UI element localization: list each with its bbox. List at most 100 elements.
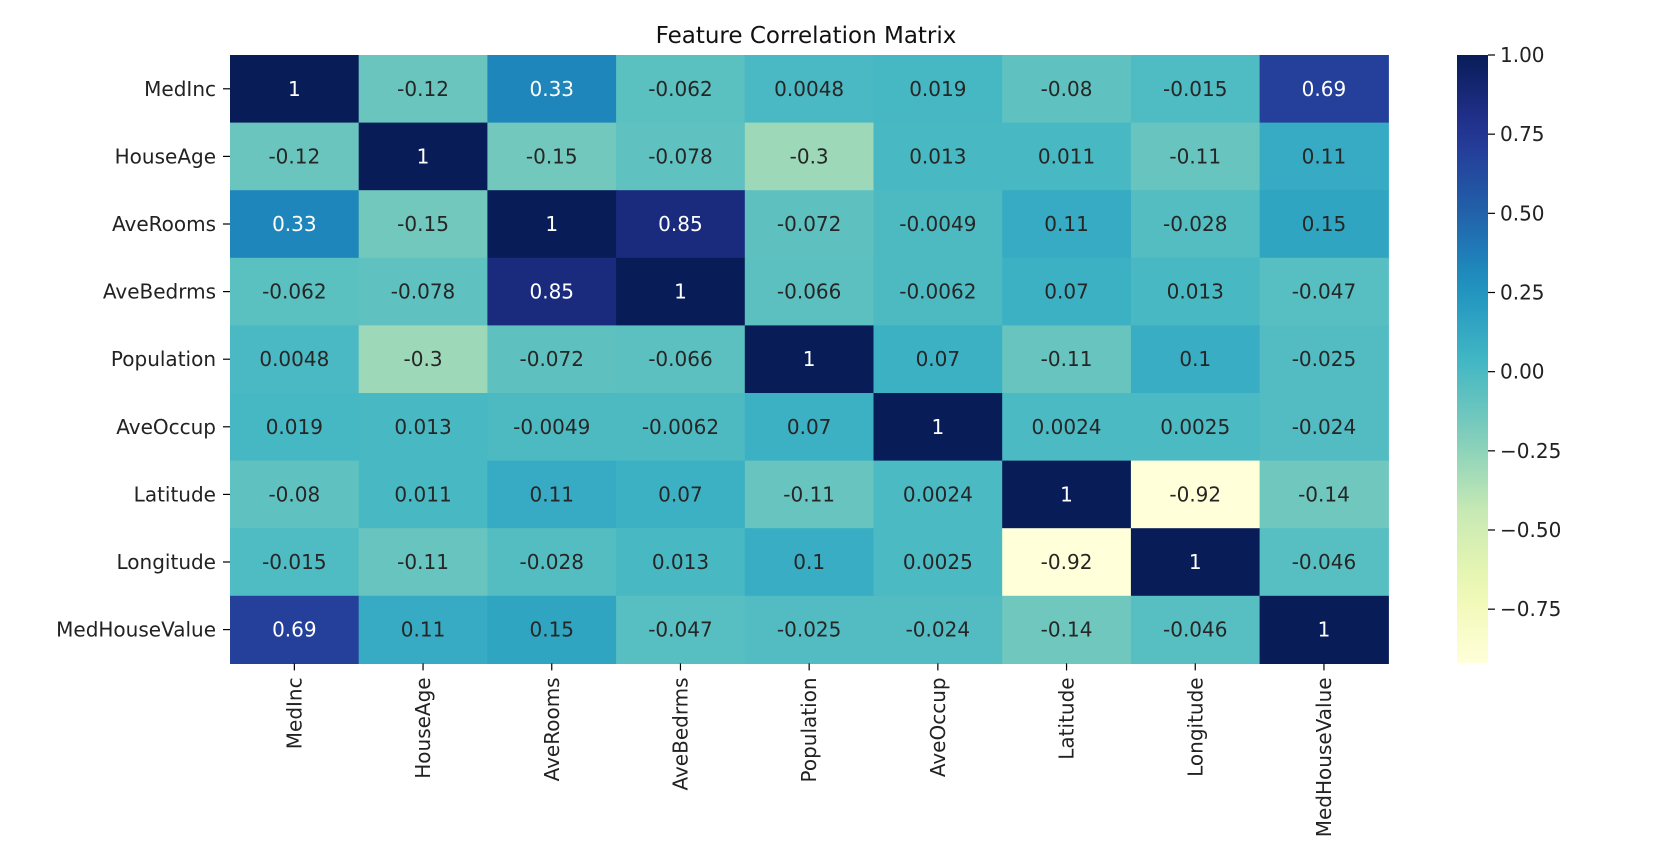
heatmap-cell	[744, 460, 875, 529]
cell-value-label: -0.078	[648, 144, 712, 168]
heatmap-cell	[1130, 528, 1261, 597]
heatmap-cell	[358, 122, 488, 191]
heatmap-cell	[744, 190, 875, 259]
cell-value-label: 0.85	[529, 280, 574, 304]
cell-value-label: 0.013	[1167, 280, 1224, 304]
heatmap-cell	[616, 528, 746, 597]
heatmap-cell	[1002, 122, 1132, 191]
cell-value-label: 0.07	[916, 347, 961, 371]
cell-value-label: 1	[803, 347, 816, 371]
heatmap-cell	[1259, 122, 1389, 191]
y-tick-label: AveBedrms	[103, 280, 216, 304]
y-tick-label: MedHouseValue	[56, 618, 216, 642]
heatmap-cell	[873, 460, 1003, 529]
heatmap-cell	[873, 190, 1003, 259]
cell-value-label: 0.011	[1038, 144, 1095, 168]
heatmap-cell	[487, 595, 617, 664]
cell-value-label: -0.028	[1163, 212, 1227, 236]
cell-value-label: -0.015	[262, 550, 326, 574]
x-tick-label: MedInc	[282, 677, 306, 749]
cell-value-label: -0.92	[1041, 550, 1093, 574]
heatmap-cell	[1002, 55, 1132, 124]
heatmap-cell	[744, 595, 875, 664]
cell-value-label: 0.33	[272, 212, 317, 236]
heatmap-cell	[873, 257, 1003, 326]
heatmap-cell	[230, 325, 360, 394]
cell-value-label: 1	[1060, 482, 1073, 506]
cell-value-label: -0.028	[520, 550, 584, 574]
heatmap-cell	[744, 55, 875, 124]
heatmap-cell	[1130, 460, 1261, 529]
cell-value-label: -0.046	[1163, 618, 1227, 642]
heatmap-cell	[744, 122, 875, 191]
heatmap-cell	[616, 393, 746, 462]
cell-value-label: 0.1	[1179, 347, 1211, 371]
cell-value-label: -0.0062	[899, 280, 976, 304]
heatmap-cell	[1259, 528, 1389, 597]
y-tick-label: Population	[111, 347, 216, 371]
heatmap-cell	[487, 257, 617, 326]
cell-value-label: 1	[545, 212, 558, 236]
heatmap-cell	[1002, 393, 1132, 462]
cell-value-label: -0.15	[397, 212, 449, 236]
heatmap-cell	[616, 325, 746, 394]
x-tick-label: Longitude	[1183, 677, 1207, 776]
heatmap-cell	[1130, 325, 1261, 394]
heatmap-cell	[616, 190, 746, 259]
cell-value-label: -0.12	[268, 144, 320, 168]
cell-value-label: -0.024	[1292, 415, 1356, 439]
cell-value-label: -0.047	[648, 618, 712, 642]
x-tick-label: Latitude	[1055, 677, 1079, 759]
cell-value-label: 0.0025	[1160, 415, 1230, 439]
y-tick-label: Latitude	[134, 482, 216, 506]
cell-value-label: -0.14	[1041, 618, 1093, 642]
cell-value-label: -0.066	[777, 280, 841, 304]
heatmap-cell	[358, 460, 488, 529]
colorbar-tick-label: 1.00	[1500, 43, 1545, 67]
cell-value-label: -0.072	[777, 212, 841, 236]
cell-value-label: 0.15	[529, 618, 574, 642]
heatmap-cell	[1259, 393, 1389, 462]
heatmap-cell	[230, 595, 360, 664]
heatmap-cell	[230, 257, 360, 326]
x-tick-label: AveOccup	[926, 677, 950, 777]
cell-value-label: 1	[417, 144, 430, 168]
heatmap-cell	[230, 528, 360, 597]
x-tick-label: AveRooms	[540, 677, 564, 781]
cell-value-label: 0.11	[1044, 212, 1089, 236]
heatmap-cell	[358, 190, 488, 259]
cell-value-label: 0.85	[658, 212, 703, 236]
heatmap-cell	[487, 190, 617, 259]
cell-value-label: 0.1	[793, 550, 825, 574]
y-tick-label: Longitude	[117, 550, 216, 574]
heatmap-cell	[1002, 528, 1132, 597]
heatmap-cell	[1259, 460, 1389, 529]
colorbar-tick-label: −0.25	[1500, 439, 1561, 463]
heatmap-cell	[230, 55, 360, 124]
colorbar-tick-label: 0.75	[1500, 122, 1545, 146]
heatmap-cell	[1130, 122, 1261, 191]
cell-value-label: 0.07	[787, 415, 832, 439]
cell-value-label: 0.019	[909, 77, 966, 101]
cell-value-label: -0.11	[783, 482, 835, 506]
heatmap-cell	[873, 122, 1003, 191]
heatmap-cell	[1130, 393, 1261, 462]
cell-value-label: -0.0049	[899, 212, 976, 236]
heatmap-cell	[744, 393, 875, 462]
cell-value-label: 0.013	[909, 144, 966, 168]
colorbar-tick-label: −0.75	[1500, 597, 1561, 621]
colorbar-tick-label: 0.50	[1500, 201, 1545, 225]
cell-value-label: 0.013	[652, 550, 709, 574]
heatmap-cell	[744, 257, 875, 326]
heatmap-cell	[487, 122, 617, 191]
cell-value-label: -0.047	[1292, 280, 1356, 304]
cell-value-label: -0.11	[1169, 144, 1221, 168]
heatmap-cell	[1002, 460, 1132, 529]
heatmap-cell	[487, 460, 617, 529]
y-axis: MedInc HouseAge AveRooms AveBedrms Populatio…	[56, 77, 230, 642]
heatmap-cell	[358, 257, 488, 326]
cell-value-label: 0.0025	[903, 550, 973, 574]
cell-value-label: -0.08	[1041, 77, 1093, 101]
heatmap-cell	[744, 325, 875, 394]
heatmap-cell	[616, 257, 746, 326]
